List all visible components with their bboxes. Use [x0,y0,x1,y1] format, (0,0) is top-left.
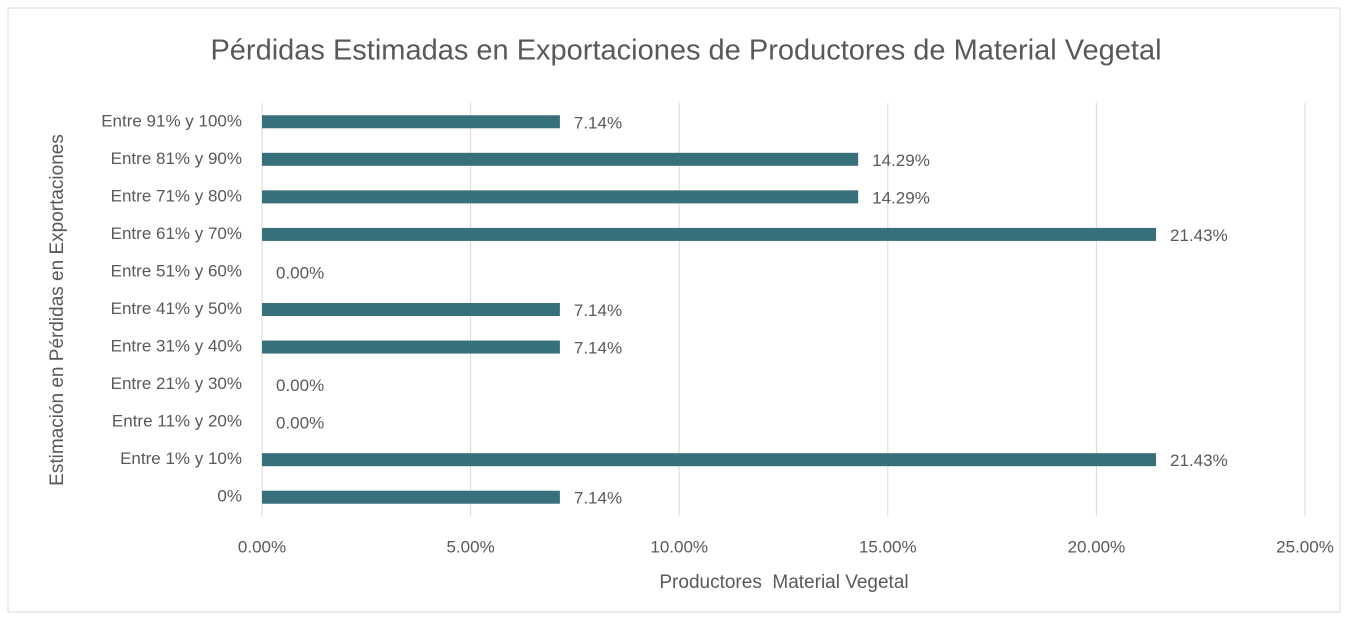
bar [262,453,1157,467]
data-label: 7.14% [574,113,622,132]
data-label: 14.29% [872,188,930,207]
y-tick-label: Entre 91% y 100% [101,111,242,130]
y-tick-label: Entre 61% y 70% [111,224,242,243]
bar [262,227,1157,241]
y-tick-label: Entre 51% y 60% [111,261,242,280]
data-label: 14.29% [872,151,930,170]
x-tick-label: 0.00% [238,537,286,556]
y-tick-label: Entre 1% y 10% [120,449,242,468]
data-label: 7.14% [574,339,622,358]
bar [262,303,560,316]
bar [262,115,560,129]
x-tick-label: 5.00% [446,537,494,556]
bar [262,340,560,354]
data-label: 21.43% [1170,451,1228,470]
data-label: 7.14% [574,301,622,320]
data-label: 0.00% [276,414,324,433]
y-tick-label: Entre 21% y 30% [111,374,242,393]
bar [262,490,560,504]
x-tick-label: 15.00% [859,537,917,556]
y-tick-label: Entre 71% y 80% [111,186,242,205]
chart-title: Pérdidas Estimadas en Exportaciones de P… [210,35,1161,67]
y-tick-label: 0% [217,487,242,506]
y-axis-title: Estimación en Pérdidas en Exportaciones [47,134,68,486]
x-axis-title: Productores Material Vegetal [659,572,908,593]
chart-border [7,7,1341,613]
bar [262,152,859,166]
x-tick-label: 20.00% [1068,537,1126,556]
data-label: 0.00% [276,263,324,282]
y-tick-label: Entre 41% y 50% [111,299,242,318]
bar [262,190,859,204]
data-label: 0.00% [276,376,324,395]
y-tick-label: Entre 81% y 90% [111,149,242,168]
x-tick-label: 10.00% [650,537,708,556]
x-tick-label: 25.00% [1276,537,1334,556]
data-label: 21.43% [1170,226,1228,245]
data-label: 7.14% [574,489,622,508]
y-tick-label: Entre 31% y 40% [111,337,242,356]
y-tick-label: Entre 11% y 20% [112,412,242,431]
